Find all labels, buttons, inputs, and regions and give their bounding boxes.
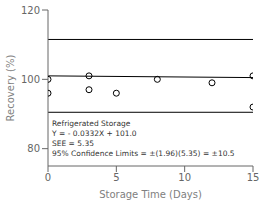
html-text:Y = - 0.0332X + 101.0: Y = - 0.0332X + 101.0 bbox=[52, 129, 137, 138]
html-text:SEE = 5.35: SEE = 5.35 bbox=[52, 139, 94, 148]
html-text:Refrigerated Storage: Refrigerated Storage bbox=[52, 119, 131, 128]
svg-text:80: 80 bbox=[27, 143, 40, 154]
html-text:95% Confidence Limits = ±(1.96: 95% Confidence Limits = ±(1.96)(5.35) = … bbox=[52, 149, 235, 158]
svg-text:100: 100 bbox=[21, 74, 40, 85]
svg-text:10: 10 bbox=[178, 172, 191, 183]
svg-text:Storage Time (Days): Storage Time (Days) bbox=[99, 189, 202, 200]
svg-text:120: 120 bbox=[21, 5, 40, 16]
svg-text:5: 5 bbox=[113, 172, 119, 183]
svg-text:Recovery (%): Recovery (%) bbox=[8, 54, 16, 121]
svg-text:0: 0 bbox=[45, 172, 51, 183]
svg-text:15: 15 bbox=[247, 172, 257, 183]
